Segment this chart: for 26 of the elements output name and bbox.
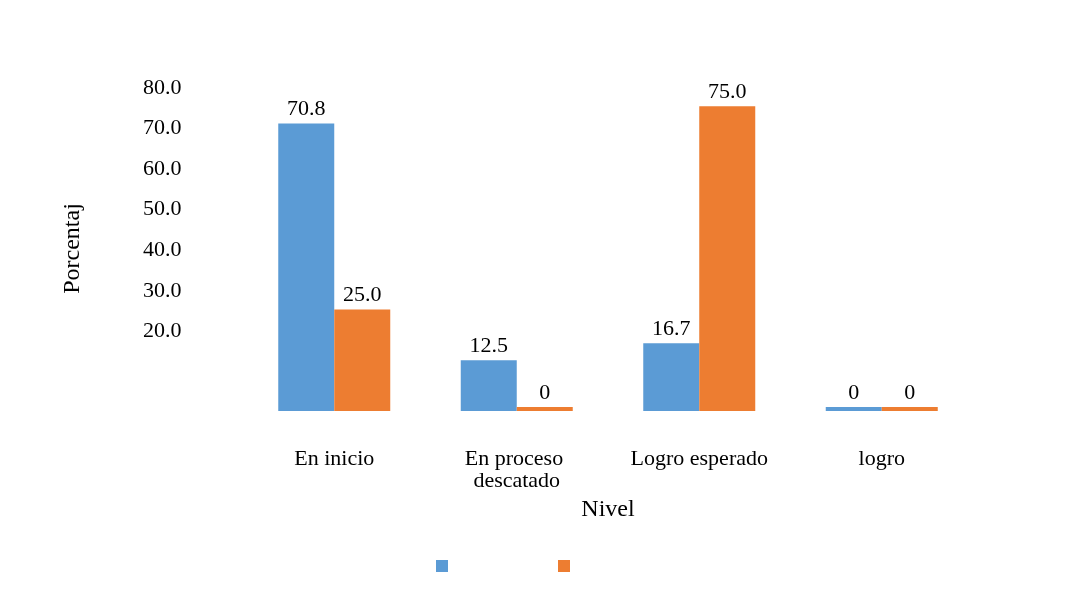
y-tick-label: 40.0 — [143, 236, 182, 261]
data-label: 12.5 — [469, 331, 508, 357]
bar — [278, 123, 335, 411]
x-axis-title: Nivel — [581, 495, 635, 521]
data-label: 0 — [539, 378, 551, 404]
data-label: 0 — [904, 378, 916, 404]
x-tick-label: logro — [858, 444, 905, 470]
y-tick-label: 20.0 — [143, 317, 182, 343]
y-tick-label: 70.0 — [143, 114, 182, 140]
x-tick-label: En proceso descatado — [464, 444, 569, 492]
data-label: 25.0 — [343, 280, 382, 306]
x-tick-label: En inicio — [294, 444, 375, 470]
bar — [881, 407, 938, 411]
data-label: 70.8 — [287, 94, 326, 120]
data-label: 16.7 — [652, 314, 691, 340]
y-tick-label: 80.0 — [143, 73, 182, 99]
x-tick-label: Logro esperado — [630, 444, 768, 470]
y-tick-label: 30.0 — [143, 276, 182, 302]
bar — [516, 407, 573, 411]
bar — [825, 407, 882, 411]
data-label: 75.0 — [708, 77, 747, 103]
y-tick-label: 60.0 — [143, 154, 182, 180]
data-label: 0 — [848, 378, 860, 404]
y-tick-label: 50.0 — [143, 195, 182, 221]
y-axis-title: Porcentaj — [58, 203, 84, 294]
bar — [699, 106, 756, 411]
